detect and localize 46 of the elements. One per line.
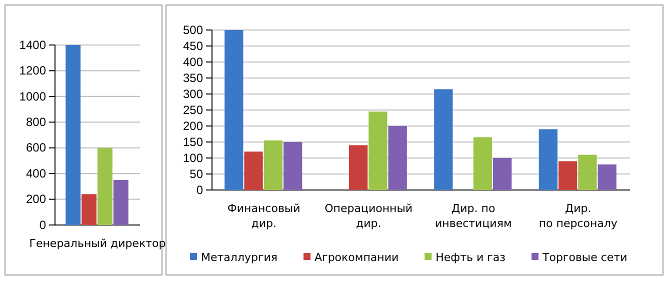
x-tick-label: Генеральный директор [29, 237, 166, 250]
y-tick-label: 200 [182, 118, 204, 133]
y-tick-label: 250 [182, 102, 204, 117]
legend-label: Агрокомпании [314, 251, 399, 264]
x-tick-label: Дир. по персоналу [538, 202, 618, 230]
bar [598, 164, 616, 190]
y-tick-label: 400 [26, 166, 46, 180]
y-tick-label: 200 [26, 192, 46, 206]
x-tick-label: Операционный дир. [324, 202, 413, 230]
y-tick-label: 500 [182, 22, 204, 37]
y-tick-label: 100 [182, 150, 204, 165]
y-tick-label: 1400 [19, 38, 46, 52]
bar [368, 112, 388, 190]
bar [388, 126, 407, 190]
y-tick-label: 800 [26, 114, 46, 129]
y-tick-label: 450 [182, 38, 204, 53]
y-tick-label: 1000 [19, 89, 46, 104]
bar [264, 140, 282, 190]
bar [348, 145, 368, 190]
bar [224, 30, 244, 190]
y-tick-label: 150 [182, 134, 204, 149]
bar [98, 148, 112, 225]
bar [578, 154, 597, 190]
y-tick-label: 50 [190, 166, 204, 181]
y-tick-label: 600 [26, 140, 46, 155]
y-tick-label: 300 [182, 86, 204, 101]
x-tick-label: Финансовый дир. [227, 202, 300, 230]
bar [113, 180, 128, 225]
bar [66, 45, 81, 225]
bar [558, 161, 578, 190]
y-tick-label: 0 [39, 218, 46, 232]
bar [284, 142, 302, 190]
bar [434, 89, 453, 190]
legend-label: Торговые сети [542, 251, 628, 264]
legend-label: Нефть и газ [436, 251, 506, 264]
y-tick-label: 400 [182, 54, 204, 69]
y-tick-label: 1200 [19, 64, 46, 78]
bar [473, 137, 492, 190]
y-tick-label: 350 [182, 70, 204, 85]
legend-label: Металлургия [201, 251, 278, 264]
bar [244, 152, 263, 190]
bar [538, 129, 558, 190]
y-tick-label: 0 [196, 182, 204, 197]
x-tick-label: Дир. по инвестициям [435, 202, 512, 230]
bar [493, 158, 512, 190]
bar [82, 194, 96, 225]
